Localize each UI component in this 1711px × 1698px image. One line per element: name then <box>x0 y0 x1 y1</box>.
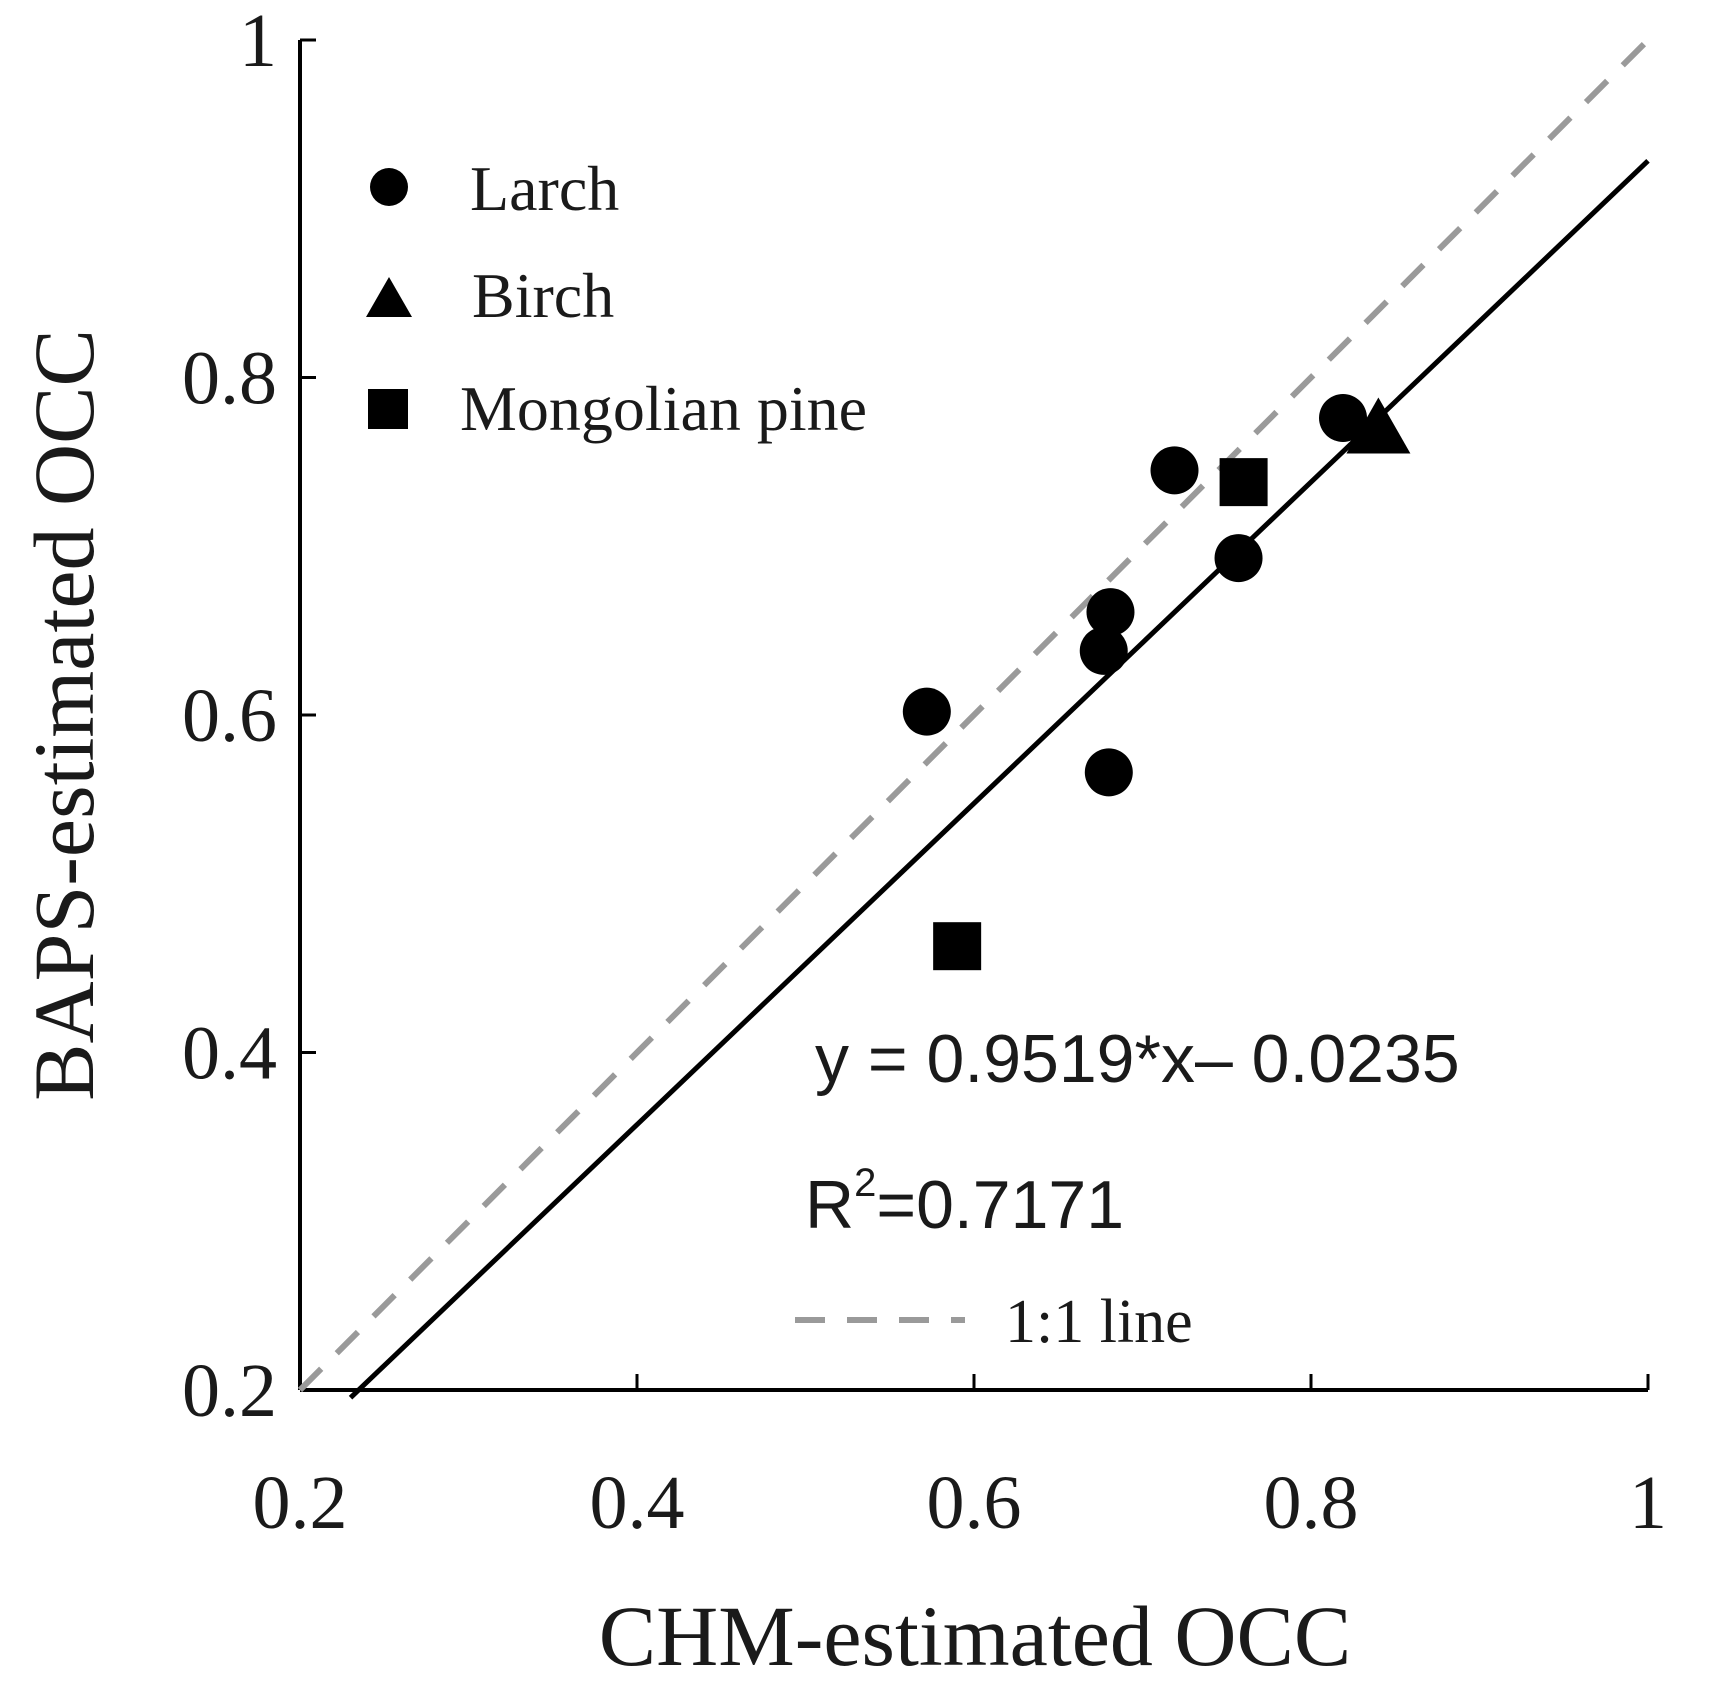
r-squared-label: R2=0.7171 <box>805 1161 1124 1243</box>
birch-point <box>1346 397 1411 454</box>
legend-label-larch: Larch <box>470 153 619 224</box>
r-squared-prefix: R <box>805 1167 854 1243</box>
larch-point <box>902 687 951 736</box>
larch-point <box>1214 534 1263 583</box>
fit-line <box>348 159 1650 1400</box>
x-tick-label: 0.8 <box>1264 1461 1359 1545</box>
x-tick-label: 0.2 <box>253 1461 348 1545</box>
legend-triangle-icon <box>366 277 412 317</box>
mongolian-pine-point <box>933 922 982 971</box>
y-tick-label: 0.6 <box>182 674 277 758</box>
r-squared-exponent: 2 <box>854 1161 876 1205</box>
x-tick-label: 1 <box>1629 1461 1667 1545</box>
legend-label-mongolian-pine: Mongolian pine <box>460 373 867 444</box>
legend: Larch Birch Mongolian pine <box>366 153 867 444</box>
data-points <box>902 394 1411 971</box>
y-tick-label: 0.4 <box>182 1012 277 1096</box>
y-tick-label: 0.8 <box>182 337 277 421</box>
x-axis-label: CHM-estimated OCC <box>599 1588 1351 1684</box>
larch-point <box>1086 588 1135 637</box>
x-tick-label: 0.4 <box>590 1461 685 1545</box>
legend-circle-icon <box>370 168 408 206</box>
legend-square-icon <box>368 389 408 429</box>
x-tick-label: 0.6 <box>927 1461 1022 1545</box>
y-tick-label: 1 <box>239 0 277 83</box>
y-tick-label: 0.2 <box>182 1349 277 1433</box>
legend-label-birch: Birch <box>472 260 614 331</box>
larch-point <box>1150 446 1199 495</box>
regression-equation: y = 0.9519*x– 0.0235 <box>815 1021 1460 1097</box>
larch-point <box>1319 394 1368 442</box>
y-axis-label: BAPS-estimated OCC <box>16 329 112 1101</box>
identity-line-legend-label: 1:1 line <box>1005 1288 1193 1356</box>
axis-ticks: 0.2 0.4 0.6 0.8 1 0.2 0.4 0.6 0.8 1 <box>182 0 1667 1545</box>
identity-line <box>297 37 1651 1393</box>
larch-point <box>1084 748 1133 797</box>
r-squared-value: =0.7171 <box>876 1167 1124 1243</box>
mongolian-pine-point <box>1219 458 1268 507</box>
larch-point <box>1079 626 1128 675</box>
